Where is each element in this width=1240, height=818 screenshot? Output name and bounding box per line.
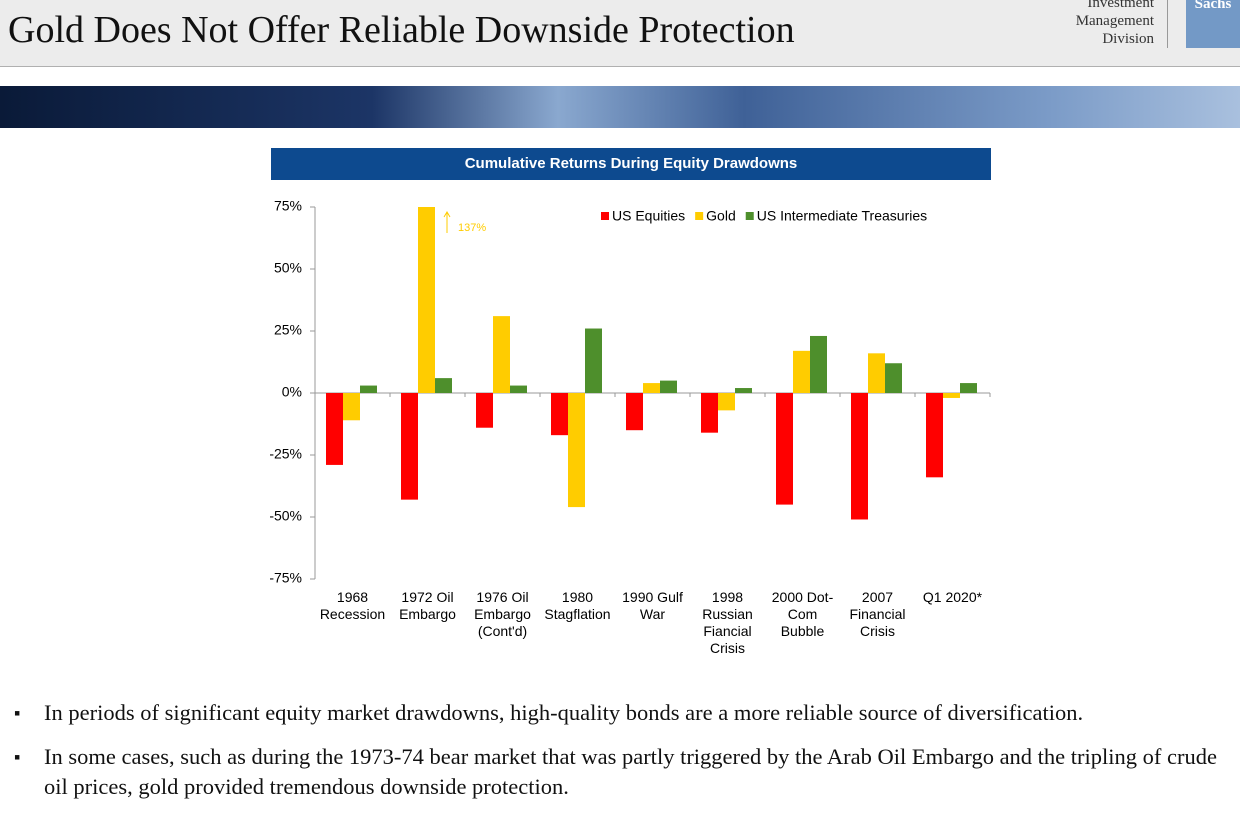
bar xyxy=(660,380,677,393)
bar xyxy=(926,393,943,478)
legend-label: US Equities xyxy=(612,208,685,224)
legend-swatch xyxy=(745,212,754,220)
y-tick-label: 75% xyxy=(274,198,302,214)
logo-text: Investment Management Division xyxy=(1076,0,1154,48)
x-tick-label: 1990 Gulf War xyxy=(622,589,683,622)
bar xyxy=(851,393,868,520)
header: Gold Does Not Offer Reliable Downside Pr… xyxy=(0,0,1240,67)
legend-swatch xyxy=(695,212,704,220)
bar xyxy=(776,393,793,505)
bar xyxy=(435,378,452,393)
slide-title: Gold Does Not Offer Reliable Downside Pr… xyxy=(8,9,795,51)
bar xyxy=(476,393,493,428)
x-tick-label: 1980 Stagflation xyxy=(544,589,611,622)
bar xyxy=(735,388,752,393)
bar xyxy=(568,393,585,508)
bar xyxy=(626,393,643,431)
header-band xyxy=(0,86,1240,128)
legend-swatch xyxy=(601,212,609,220)
logo-line: Management xyxy=(1075,13,1154,29)
bars xyxy=(326,207,977,520)
y-tick-label: 25% xyxy=(274,322,302,338)
bar xyxy=(493,316,510,393)
x-tick-label: 1998 Russian Fiancial Crisis xyxy=(702,589,753,656)
bar xyxy=(343,393,360,421)
value-label: 137% xyxy=(458,222,486,234)
y-tick-label: -75% xyxy=(269,570,302,586)
bullets: In periods of significant equity market … xyxy=(14,698,1224,816)
x-tick-label: Q1 2020* xyxy=(922,589,983,605)
x-tick-label: 2000 Dot-Com Bubble xyxy=(771,589,834,639)
bar xyxy=(701,393,718,433)
bar xyxy=(585,328,602,393)
bar xyxy=(510,385,527,393)
bar xyxy=(360,385,377,393)
bar xyxy=(643,383,660,393)
y-tick-label: 0% xyxy=(282,384,302,400)
y-tick-label: 50% xyxy=(274,260,302,276)
bar xyxy=(885,363,902,393)
divider xyxy=(1167,0,1168,48)
y-tick-label: -25% xyxy=(269,446,302,462)
bar xyxy=(326,393,343,465)
bar xyxy=(960,383,977,393)
x-tick-label: 1972 Oil Embargo xyxy=(399,589,456,622)
x-tick-label: 2007 Financial Crisis xyxy=(849,589,906,639)
x-tick-label: 1968 Recession xyxy=(319,589,386,622)
bar xyxy=(401,393,418,500)
logo-line: Division xyxy=(1102,31,1154,47)
y-tick-label: -50% xyxy=(269,508,302,524)
logo-mark: Sachs xyxy=(1186,0,1240,48)
bar xyxy=(793,350,810,393)
chart-title: Cumulative Returns During Equity Drawdow… xyxy=(465,155,798,172)
chart-title-bar xyxy=(271,148,991,180)
bar xyxy=(418,207,435,394)
bullet: In periods of significant equity market … xyxy=(14,698,1224,728)
annotation-arrowhead xyxy=(443,211,451,218)
x-tick-label: 1976 Oil Embargo (Cont'd) xyxy=(474,589,531,639)
bullet: In some cases, such as during the 1973-7… xyxy=(14,742,1224,802)
bar xyxy=(810,335,827,393)
logo-line: Investment xyxy=(1087,0,1154,11)
bar xyxy=(868,353,885,393)
legend-label: Gold xyxy=(706,208,736,224)
bar xyxy=(551,393,568,436)
bar xyxy=(718,393,735,411)
bar xyxy=(943,393,960,398)
legend-label: US Intermediate Treasuries xyxy=(757,208,927,224)
